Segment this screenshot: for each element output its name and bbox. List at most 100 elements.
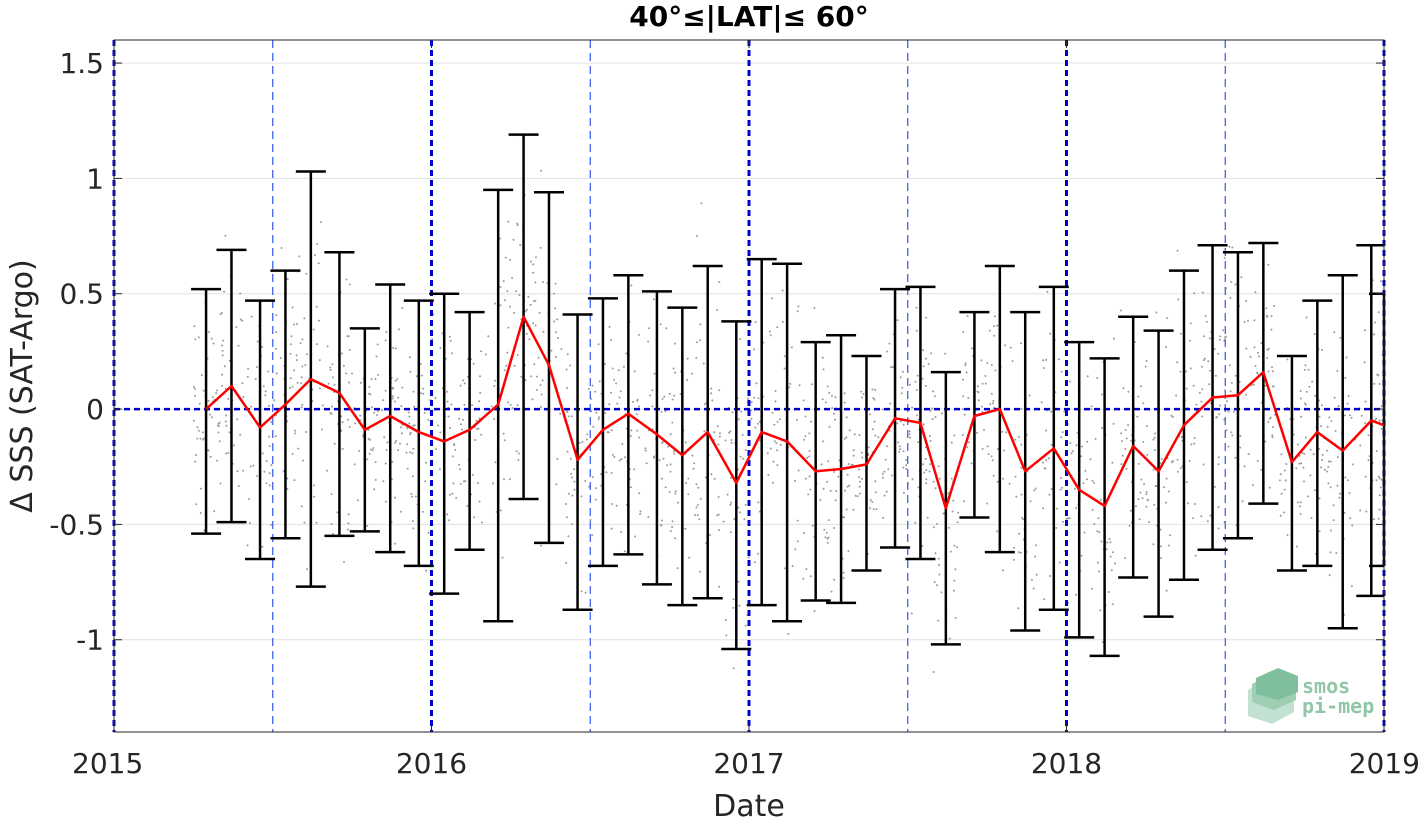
scatter-point [264,394,267,397]
scatter-point [1377,475,1380,478]
scatter-point [353,463,356,466]
scatter-point [1327,460,1330,463]
scatter-point [326,469,329,472]
scatter-point [804,435,807,438]
scatter-point [1186,502,1189,505]
scatter-point [499,286,502,288]
y-tick-label: 1.5 [59,47,104,80]
scatter-point [902,491,905,494]
scatter-point [1299,501,1302,504]
scatter-point [327,382,330,385]
scatter-point [1271,436,1274,439]
scatter-point [883,494,886,497]
scatter-point [412,390,415,393]
scatter-point [986,502,989,505]
scatter-point [317,262,320,265]
scatter-point [475,419,478,422]
x-axis-title: Date [713,789,785,819]
scatter-point [466,504,469,507]
scatter-point [530,375,533,378]
scatter-point [1068,517,1071,520]
scatter-point [1189,339,1191,342]
scatter-point [1234,374,1237,377]
scatter-point [713,477,716,480]
scatter-point [1155,311,1158,314]
scatter-point [1172,460,1175,462]
scatter-point [615,382,618,385]
scatter-point [540,393,543,396]
scatter-point [954,616,957,619]
scatter-point [394,496,396,499]
scatter-point [940,591,943,594]
scatter-point [1180,332,1182,335]
scatter-point [584,480,587,482]
scatter-point [697,486,700,489]
scatter-point [1260,342,1263,344]
scatter-point [423,411,426,414]
scatter-point [757,552,759,555]
scatter-point [1324,468,1326,471]
scatter-point [431,338,434,341]
scatter-point [962,500,965,503]
scatter-point [1034,487,1037,490]
scatter-point [898,445,901,448]
scatter-point [1193,292,1196,295]
scatter-point [710,387,713,390]
scatter-point [1365,510,1368,513]
scatter-point [1152,438,1155,441]
scatter-point [239,433,242,436]
scatter-point [236,470,239,473]
scatter-point [732,606,735,609]
scatter-point [458,417,461,420]
scatter-point [931,407,934,410]
scatter-point [592,425,595,428]
scatter-point [1378,383,1381,385]
scatter-point [1267,370,1270,373]
scatter-point [1080,455,1083,458]
scatter-point [922,463,925,466]
scatter-point [224,420,227,423]
scatter-point [463,382,466,385]
x-tick-label: 2019 [1349,747,1420,780]
scatter-point [1373,333,1376,336]
scatter-point [783,367,786,370]
scatter-point [963,413,966,416]
scatter-point [645,462,648,465]
scatter-point [962,331,965,333]
scatter-point [316,243,319,245]
scatter-point [1086,375,1089,378]
scatter-point [513,311,516,314]
scatter-point [313,495,316,498]
scatter-point [342,364,345,367]
scatter-point [1020,466,1023,469]
scatter-point [831,407,834,410]
scatter-point [833,527,836,529]
scatter-point [1147,499,1150,502]
scatter-point [964,362,967,365]
scatter-point [1308,385,1311,388]
scatter-point [773,423,776,426]
scatter-point [261,345,264,348]
scatter-point [1360,414,1363,417]
scatter-point [653,372,656,375]
scatter-point [1243,321,1246,323]
scatter-point [286,420,289,423]
scatter-point [291,306,294,309]
scatter-point [476,482,479,484]
scatter-point [594,498,597,501]
scatter-point [629,486,632,489]
scatter-point [1002,477,1004,480]
scatter-point [227,452,230,454]
scatter-point [1347,395,1350,397]
scatter-point [1096,530,1099,533]
scatter-point [1101,393,1104,396]
scatter-point [268,435,271,438]
scatter-point [901,386,904,389]
scatter-point [539,384,542,387]
scatter-point [1122,387,1125,390]
scatter-point [589,519,592,521]
scatter-point [613,378,615,381]
scatter-point [772,481,774,484]
scatter-point [1142,441,1145,443]
scatter-point [1185,387,1188,390]
